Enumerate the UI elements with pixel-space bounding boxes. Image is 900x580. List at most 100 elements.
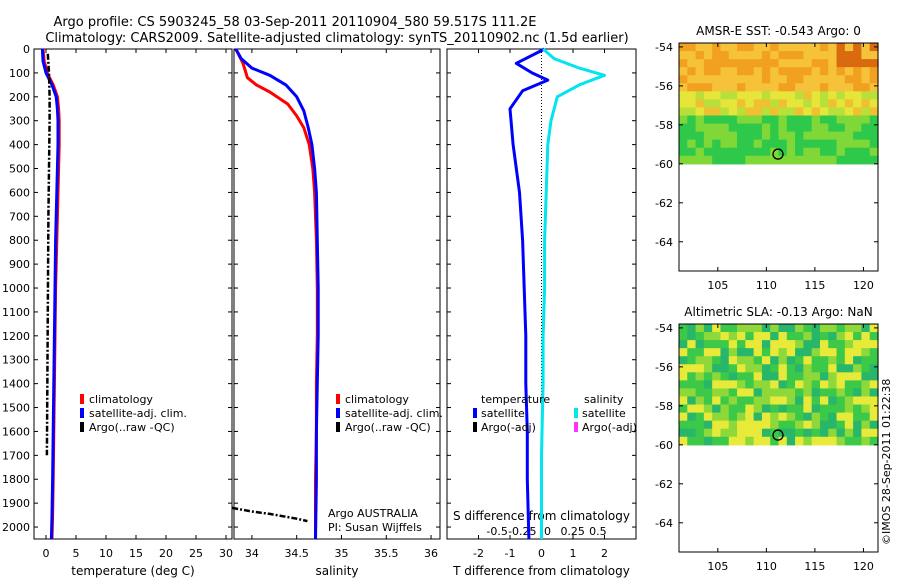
map-cell (803, 396, 813, 406)
map-cell (761, 139, 771, 149)
map-cell (745, 396, 755, 406)
map-cell (770, 412, 780, 422)
map-title: AMSR-E SST: -0.543 Argo: 0 (696, 24, 861, 38)
map-cell (770, 332, 780, 341)
map-cell (753, 83, 763, 92)
map-cell (844, 404, 854, 414)
y-tick-label: 1500 (2, 402, 30, 415)
map-cell (828, 348, 838, 357)
map-cell (836, 147, 846, 157)
map-cell (795, 404, 804, 414)
map-cell (687, 340, 697, 349)
map-cell (745, 324, 755, 333)
map-cell (728, 139, 738, 149)
map-cell (828, 155, 838, 165)
map-cell (703, 340, 713, 349)
map-cell (679, 436, 688, 446)
map-cell (728, 51, 738, 60)
map-cell (861, 340, 871, 349)
map-cell (819, 91, 829, 100)
map-cell (853, 404, 863, 414)
map-cell (795, 396, 804, 406)
map-cell (861, 420, 871, 430)
map-cell (703, 380, 713, 390)
map-cell (836, 59, 846, 68)
map-cell (853, 396, 863, 406)
map-cell (869, 356, 879, 365)
map-cell (819, 59, 829, 68)
map-cell (761, 420, 771, 430)
map-cell (803, 380, 813, 390)
map-cell (728, 396, 738, 406)
map-cell (761, 388, 771, 398)
map-cell (695, 123, 705, 133)
map-cell (770, 67, 780, 76)
map-cell (703, 372, 713, 381)
map-cell (853, 107, 863, 117)
map-cell (745, 436, 755, 446)
map-cell (703, 107, 713, 117)
y-tick-label: 700 (9, 210, 30, 223)
map-cell (861, 324, 871, 333)
map-cell (778, 420, 788, 430)
map-cell (795, 420, 804, 430)
map-cell (786, 147, 796, 157)
sst-map-panel: AMSR-E SST: -0.543 Argo: 0 -54 -56 -58 -60 -6… (655, 24, 879, 292)
map-cell (795, 123, 804, 133)
map-cell (828, 139, 838, 149)
map-cell (811, 91, 821, 100)
map-cell (728, 75, 738, 84)
map-cell (712, 43, 722, 52)
legend-title-temperature: temperature (481, 393, 550, 406)
map-cell (737, 59, 746, 68)
map-cell (728, 412, 738, 422)
x-tick-label: 15 (129, 547, 143, 560)
map-cell (795, 43, 804, 52)
map-cell (861, 436, 871, 446)
map-cell (712, 75, 722, 84)
map-cell (737, 91, 746, 100)
map-cell (795, 115, 804, 125)
map-cell (853, 155, 863, 165)
float-position-marker (772, 429, 784, 441)
map-cell (795, 155, 804, 165)
map-x-tick-label: 115 (804, 560, 825, 573)
map-cell (720, 43, 730, 52)
y-tick-label: 1300 (2, 354, 30, 367)
map-cell (853, 75, 863, 84)
map-cell (844, 107, 854, 117)
map-cell (803, 67, 813, 76)
x-tick-label: 35.5 (374, 547, 399, 560)
y-tick-label: 1200 (2, 330, 30, 343)
map-cell (695, 155, 705, 165)
map-cell (819, 348, 829, 357)
map-cell (811, 340, 821, 349)
map-cell (844, 83, 854, 92)
s-tick-label: 0.5 (589, 525, 607, 538)
map-cell (712, 107, 722, 117)
map-cell (712, 155, 722, 165)
map-cell (819, 83, 829, 92)
map-cell (803, 388, 813, 398)
map-cell (720, 155, 730, 165)
map-cell (861, 75, 871, 84)
map-cell (770, 131, 780, 141)
map-cell (703, 356, 713, 365)
map-cell (819, 43, 829, 52)
series-line-argo-raw-qc- (231, 506, 308, 523)
map-cell (861, 428, 871, 438)
map-cell (861, 404, 871, 414)
map-cell (795, 91, 804, 100)
map-cell (869, 99, 879, 109)
map-cell (737, 123, 746, 133)
map-cell (861, 91, 871, 100)
map-cell (795, 348, 804, 357)
map-cell (679, 372, 688, 381)
map-cell (703, 428, 713, 438)
map-cell (712, 324, 722, 333)
map-cell (679, 75, 688, 84)
map-cell (819, 404, 829, 414)
map-cell (770, 372, 780, 381)
map-cell (778, 91, 788, 100)
map-cell (712, 147, 722, 157)
